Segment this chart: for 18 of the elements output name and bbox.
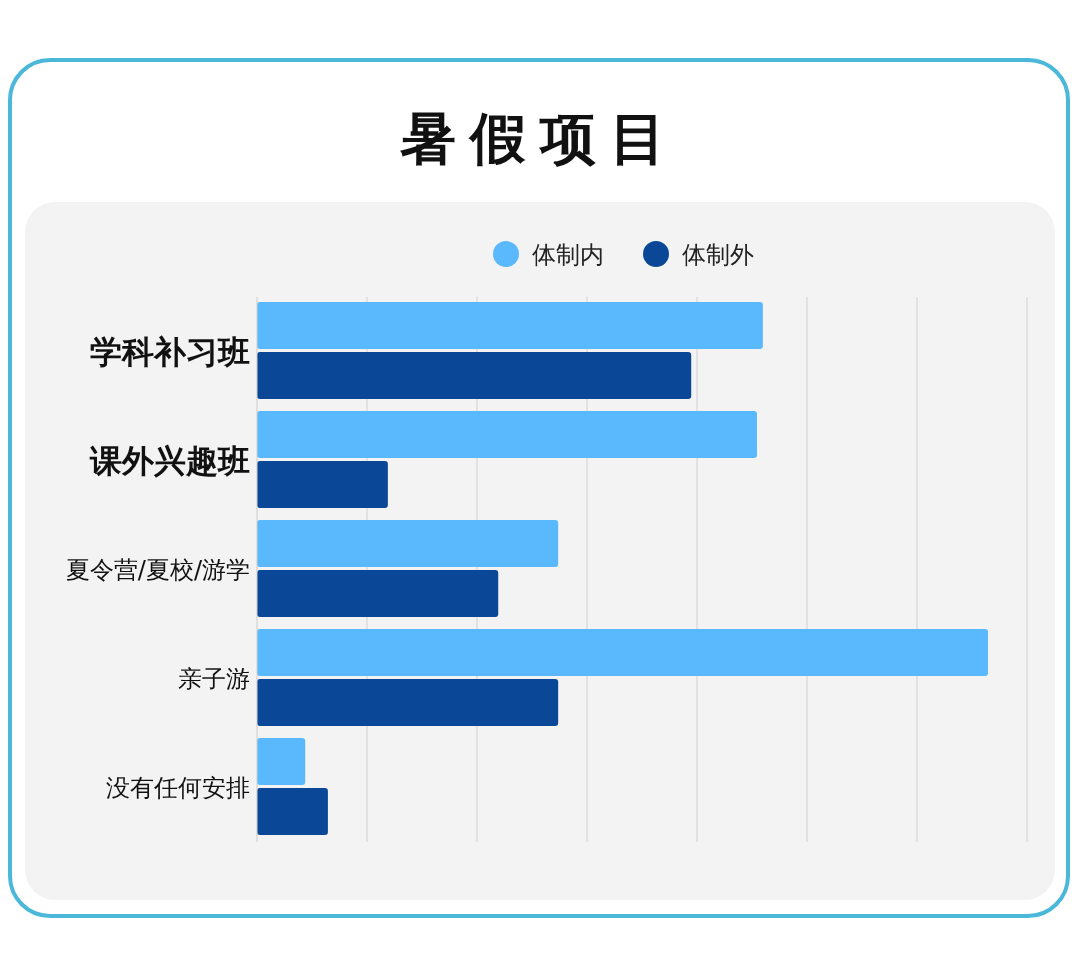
chart-title: 暑假项目 [399, 106, 680, 171]
bar [257, 352, 692, 399]
bar [257, 738, 306, 785]
bar [257, 302, 763, 349]
legend-label: 体制内 [532, 241, 604, 269]
y-tick-label: 没有任何安排 [106, 773, 250, 802]
bar [257, 411, 757, 458]
y-tick-label: 课外兴趣班 [89, 441, 250, 480]
bar [257, 679, 559, 726]
bar [257, 520, 559, 567]
legend-label: 体制外 [682, 241, 754, 269]
bar [257, 629, 988, 676]
y-tick-label: 学科补习班 [90, 332, 250, 371]
bar [257, 570, 499, 617]
y-tick-label: 夏令营/夏校/游学 [65, 555, 250, 584]
y-tick-label: 亲子游 [178, 664, 250, 693]
bar [257, 461, 388, 508]
bar [257, 788, 328, 835]
